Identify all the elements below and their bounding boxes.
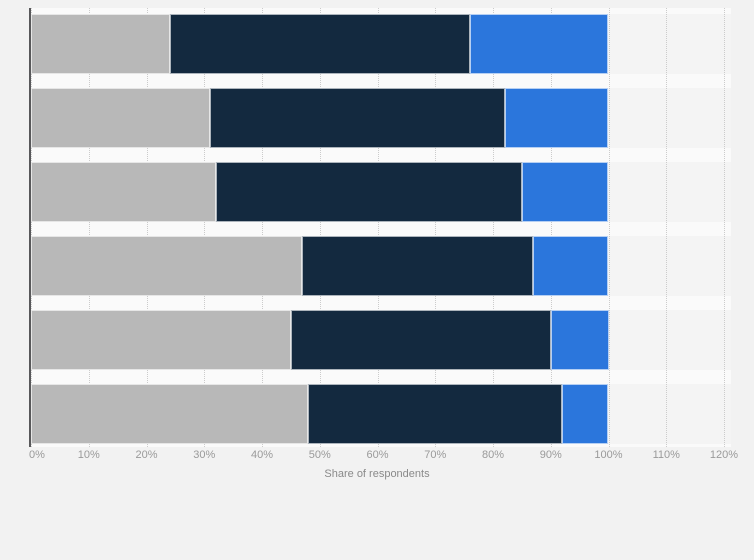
grid-line-50%: [319, 8, 321, 447]
row-gap-stripe: [30, 370, 731, 384]
grid-line-60%: [377, 8, 379, 447]
bar-row-5-segment-2-dark-navy: [290, 310, 551, 370]
row-gap-stripe: [30, 74, 731, 88]
y-axis-line: [29, 8, 31, 447]
row-gap-stripe: [30, 444, 731, 447]
bar-row-2-segment-3-blue: [504, 88, 609, 148]
x-tick-label-20%: 20%: [135, 449, 158, 461]
grid-line-80%: [493, 8, 494, 447]
x-tick-label-110%: 110%: [652, 449, 680, 461]
bar-row-1-segment-3-blue: [469, 14, 609, 74]
grid-line-20%: [146, 8, 148, 447]
bar-row-5-segment-1-gray: [31, 310, 291, 370]
grid-line-100%: [608, 8, 610, 447]
x-tick-label-40%: 40%: [250, 449, 274, 461]
grid-line-110%: [666, 8, 668, 447]
grid-line-30%: [204, 8, 206, 447]
row-gap-stripe: [30, 222, 731, 236]
x-tick-label-30%: 30%: [193, 449, 216, 461]
row-gap-stripe: [30, 296, 731, 310]
bar-row-6-segment-2-dark-navy: [308, 384, 563, 444]
x-tick-label-10%: 10%: [77, 449, 100, 461]
x-tick-label-60%: 60%: [366, 449, 389, 461]
x-tick-label-50%: 50%: [308, 449, 331, 461]
x-tick-label-0%: 0%: [29, 449, 45, 461]
bar-row-1: [31, 14, 609, 74]
x-tick-label-120%: 120%: [709, 449, 739, 461]
x-axis-title: Share of respondents: [324, 468, 430, 480]
bar-row-2-segment-2-dark-navy: [210, 88, 505, 148]
grid-line-0%: [31, 8, 32, 447]
grid-line-90%: [550, 8, 552, 447]
bar-row-3-segment-1-gray: [31, 162, 216, 222]
bar-row-1-segment-2-dark-navy: [169, 14, 470, 74]
grid-line-120%: [724, 8, 725, 447]
x-tick-label-80%: 80%: [481, 449, 505, 461]
bar-row-3-segment-2-dark-navy: [215, 162, 522, 222]
bar-row-6-segment-3-blue: [562, 384, 609, 444]
bar-row-4-segment-2-dark-navy: [302, 236, 534, 296]
bar-row-4: [31, 236, 609, 296]
bar-row-5-segment-3-blue: [550, 310, 609, 370]
bar-row-6-segment-1-gray: [31, 384, 309, 444]
bar-row-2: [31, 88, 609, 148]
grid-line-40%: [262, 8, 263, 447]
x-tick-label-90%: 90%: [539, 449, 562, 461]
row-gap-stripe: [30, 8, 731, 14]
plot-area: [30, 8, 731, 447]
bar-row-4-segment-1-gray: [31, 236, 303, 296]
bar-row-4-segment-3-blue: [533, 236, 609, 296]
bar-row-1-segment-1-gray: [31, 14, 170, 74]
grid-line-70%: [435, 8, 437, 447]
bar-row-5: [31, 310, 609, 370]
grid-line-10%: [88, 8, 90, 447]
bar-row-3: [31, 162, 609, 222]
bar-row-3-segment-3-blue: [521, 162, 609, 222]
x-tick-label-100%: 100%: [594, 449, 623, 461]
bar-row-2-segment-1-gray: [31, 88, 211, 148]
x-tick-label-70%: 70%: [424, 449, 447, 461]
bar-row-6: [31, 384, 609, 444]
row-gap-stripe: [30, 148, 731, 162]
